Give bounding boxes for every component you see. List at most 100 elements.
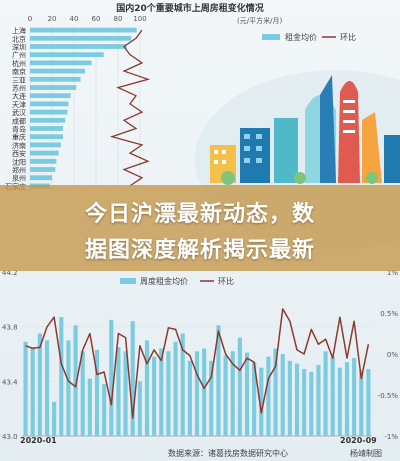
bottom-bar xyxy=(280,354,285,436)
top-bar xyxy=(30,101,69,107)
top-bar xyxy=(30,167,56,172)
top-mom-line xyxy=(109,29,151,187)
top-chart-x-axis: 0 20 40 60 80 100 xyxy=(28,15,147,23)
bottom-bar xyxy=(294,363,300,436)
bottom-bar xyxy=(209,360,214,436)
bottom-bar xyxy=(152,356,157,436)
bottom-y2-tick-label: 0% xyxy=(387,351,398,359)
top-bar xyxy=(30,76,81,82)
bottom-bar xyxy=(259,367,264,436)
bottom-bar xyxy=(180,333,185,436)
top-category-label: 南京 xyxy=(12,67,26,76)
top-bar xyxy=(30,60,92,66)
top-bar xyxy=(30,142,61,148)
bottom-y2-tick-label: -1% xyxy=(384,433,398,441)
bottom-bar xyxy=(194,351,200,436)
bottom-chart-line xyxy=(25,308,370,419)
author-note: 杨靖制图 xyxy=(350,448,382,458)
bottom-bar xyxy=(266,356,271,436)
bottom-bar xyxy=(237,337,242,436)
top-category-label: 上海 xyxy=(12,26,26,35)
legend-swatch-weekly xyxy=(120,278,136,284)
top-x-tick-label: 0 xyxy=(28,15,32,23)
bottom-bar xyxy=(116,347,121,436)
bottom-bar xyxy=(344,362,350,436)
top-category-label: 济南 xyxy=(12,141,26,150)
bottom-y-tick-label: 43.8 xyxy=(2,324,18,332)
bottom-chart-legend: 周度租金均价 环比 xyxy=(120,276,234,286)
bottom-bar xyxy=(23,341,28,436)
bottom-bar xyxy=(352,358,357,436)
top-x-tick-label: 80 xyxy=(114,15,123,23)
bottom-bar xyxy=(244,352,250,436)
bottom-bar xyxy=(330,356,335,436)
bottom-bar xyxy=(287,360,292,436)
x-label-start: 2020-01 xyxy=(20,436,57,445)
headline-line-2: 据图深度解析揭示最新 xyxy=(84,238,315,263)
top-category-label: 广州 xyxy=(12,51,26,60)
top-bar xyxy=(30,117,66,123)
legend-label-weekly: 周度租金均价 xyxy=(140,276,188,286)
bottom-bar xyxy=(80,351,85,436)
top-category-label: 北京 xyxy=(12,34,26,43)
bottom-bar xyxy=(337,367,342,436)
top-bar xyxy=(30,109,68,115)
bottom-y2-tick-label: 1% xyxy=(387,269,398,277)
bottom-chart-y-axis: 44.2 43.8 43.4 43.0 xyxy=(2,269,18,441)
bottom-chart-y2-axis: 1% 0.5% 0% -0.5% -1% xyxy=(378,269,399,441)
bottom-bar xyxy=(252,362,257,436)
top-category-label: 杭州 xyxy=(12,59,26,68)
bottom-bar xyxy=(44,340,50,436)
legend-label-mom-bottom: 环比 xyxy=(218,276,234,286)
bottom-bar xyxy=(309,371,314,436)
bottom-mom-line xyxy=(25,308,370,419)
bottom-bar xyxy=(59,317,64,436)
top-x-tick-label: 40 xyxy=(70,15,79,23)
bottom-bar xyxy=(73,325,78,436)
source-note: 数据来源：诸葛找房数据研究中心 xyxy=(168,448,288,458)
top-bar xyxy=(30,126,63,131)
legend-label-rent: 租金均价 xyxy=(285,32,317,42)
top-category-label: 大连 xyxy=(12,92,26,101)
top-category-label: 成都 xyxy=(12,116,26,125)
bottom-bar xyxy=(137,381,142,436)
bottom-bar xyxy=(109,319,114,436)
headline-banner xyxy=(0,185,400,271)
top-chart-unit-label: (元/平方米/月) xyxy=(237,16,282,25)
top-category-label: 重庆 xyxy=(12,133,26,142)
bottom-bar xyxy=(216,325,221,436)
bottom-bar xyxy=(273,348,278,436)
bottom-bar xyxy=(37,333,42,436)
bottom-bar xyxy=(230,351,235,436)
top-x-tick-label: 60 xyxy=(92,15,101,23)
bottom-bar xyxy=(173,341,178,436)
top-bar xyxy=(30,44,127,49)
bottom-bar xyxy=(87,378,92,436)
top-x-tick-label: 20 xyxy=(48,15,57,23)
top-chart-line xyxy=(109,29,151,187)
bottom-y-tick-label: 43.4 xyxy=(2,378,18,386)
bottom-bar xyxy=(130,321,135,436)
top-bar xyxy=(30,35,132,41)
top-category-label: 西安 xyxy=(12,149,26,158)
top-category-label: 青岛 xyxy=(12,125,26,134)
top-x-tick-label: 100 xyxy=(133,15,146,23)
bottom-bar xyxy=(187,360,192,436)
bottom-bar xyxy=(366,369,371,436)
bottom-y2-tick-label: -0.5% xyxy=(378,392,399,400)
top-category-label: 沈阳 xyxy=(12,157,26,166)
top-category-label: 天津 xyxy=(12,101,26,109)
bottom-y2-tick-label: 0.5% xyxy=(380,310,398,318)
bottom-bar xyxy=(52,401,57,436)
x-label-end: 2020-09 xyxy=(340,436,377,445)
bottom-bar xyxy=(66,340,71,436)
top-bar xyxy=(30,85,77,90)
top-bar xyxy=(30,93,71,99)
bottom-bar xyxy=(166,351,171,436)
top-category-label: 武汉 xyxy=(12,108,26,117)
bottom-bar xyxy=(102,384,107,436)
bottom-bar xyxy=(202,348,207,436)
bottom-y-tick-label: 44.2 xyxy=(2,269,18,277)
bottom-y-tick-label: 43.0 xyxy=(2,433,18,441)
